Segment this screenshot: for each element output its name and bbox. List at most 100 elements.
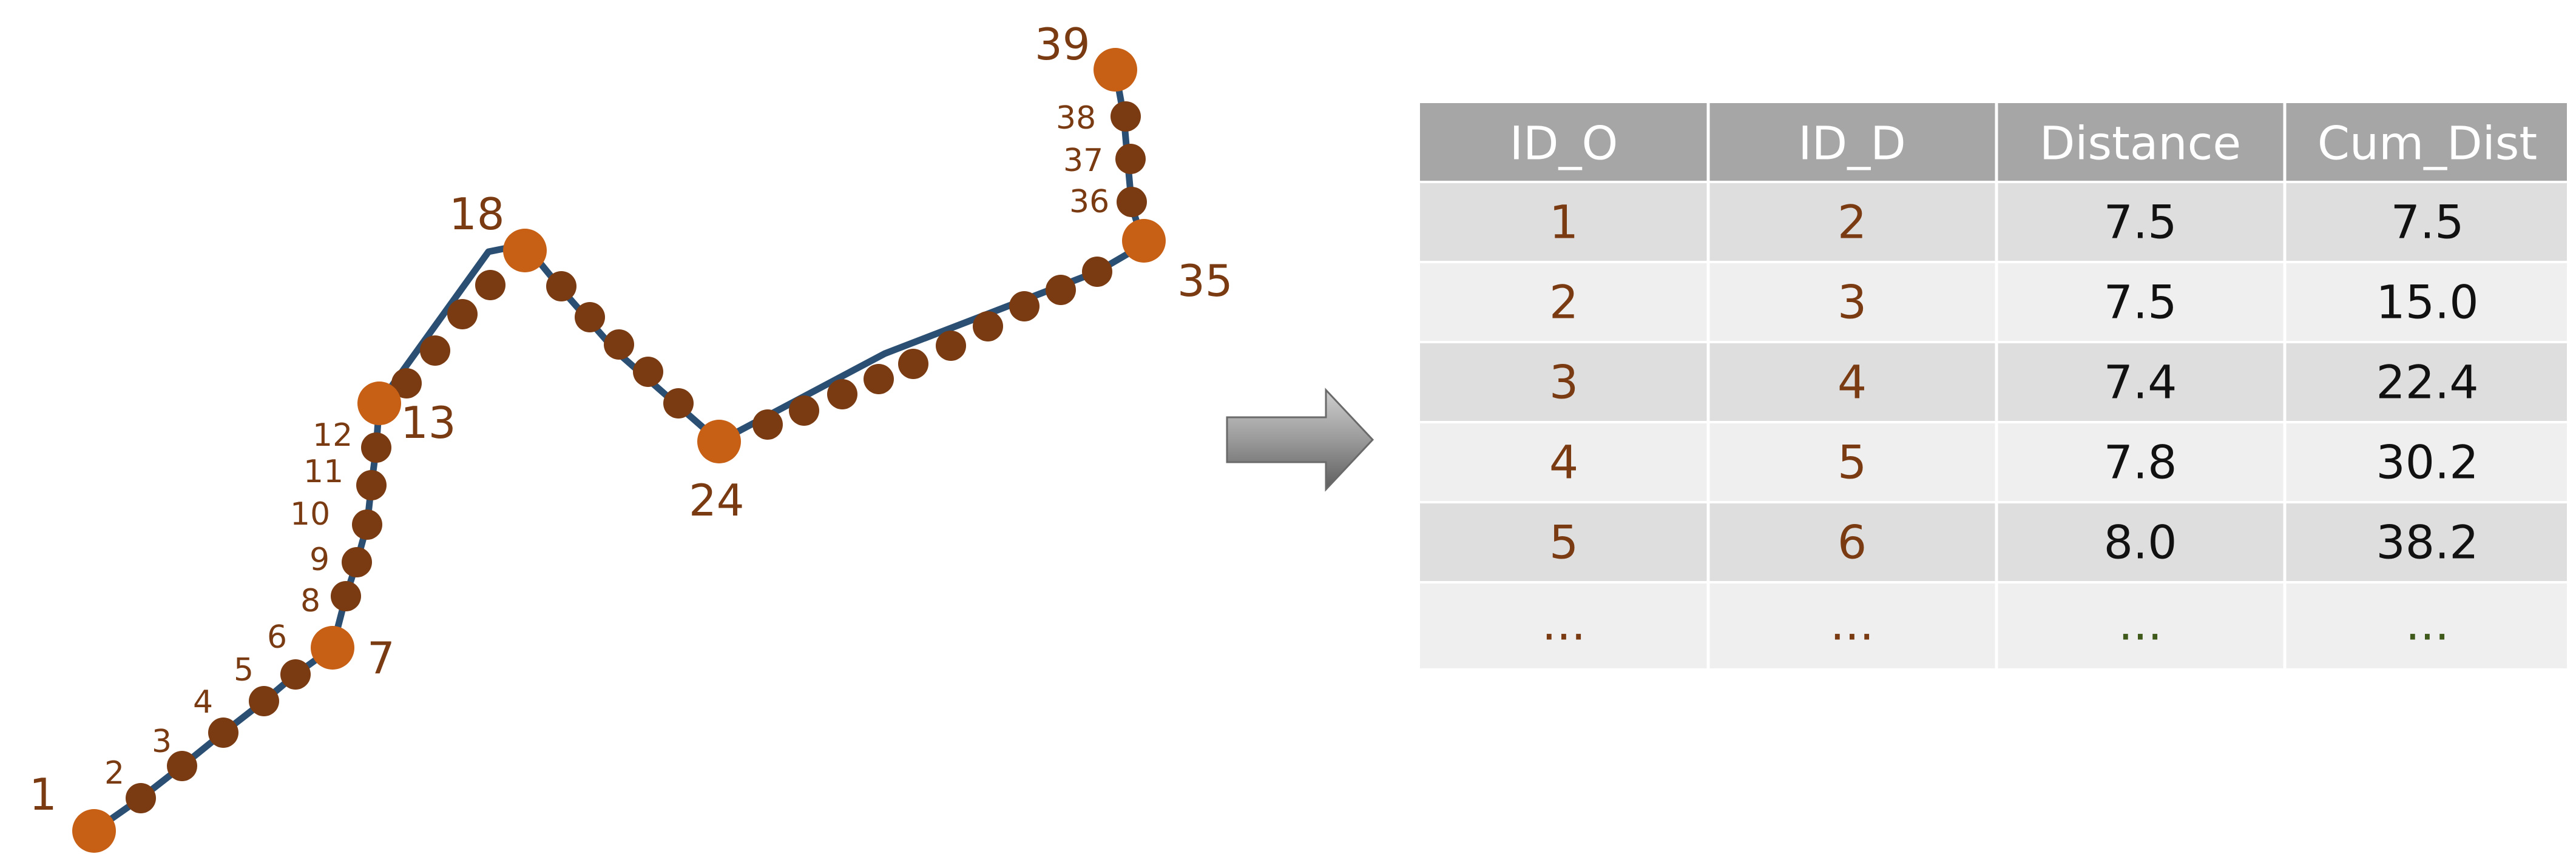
label-35: 35 <box>1177 255 1233 306</box>
cell-id-d: 4 <box>1837 355 1867 409</box>
vertex-10 <box>352 509 382 540</box>
vertex-3 <box>167 751 197 781</box>
table-row: 5 6 8.0 38.2 <box>1549 516 2479 570</box>
table-header: ID_O ID_D Distance Cum_Dist <box>1510 116 2538 170</box>
vertex-23 <box>663 388 694 418</box>
vertex-1 <box>72 809 116 853</box>
cell-id-d: 2 <box>1837 195 1867 249</box>
distance-table: ID_O ID_D Distance Cum_Dist 1 2 7.5 7.5 … <box>1420 103 2567 668</box>
vertex-12 <box>361 432 391 463</box>
vertex-6 <box>280 659 311 690</box>
minor-points <box>126 101 1147 813</box>
table-row: 2 3 7.5 15.0 <box>1549 275 2479 329</box>
label-10: 10 <box>290 496 330 533</box>
vertex-25 <box>752 409 783 440</box>
cell-distance: 7.8 <box>2104 435 2177 489</box>
label-6: 6 <box>267 619 287 656</box>
vertex-9 <box>342 547 372 577</box>
vertex-5 <box>249 686 279 716</box>
label-3: 3 <box>152 724 172 760</box>
cell-id-o: 1 <box>1549 195 1578 249</box>
label-37: 37 <box>1063 143 1103 179</box>
header-distance: Distance <box>2040 116 2241 170</box>
label-13: 13 <box>401 397 456 448</box>
vertex-37 <box>1115 144 1146 174</box>
cell-id-d: 5 <box>1837 435 1867 489</box>
vertex-2 <box>126 783 156 813</box>
cell-cum-dist: 22.4 <box>2376 355 2478 409</box>
cell-cum-dist: ... <box>2405 597 2449 651</box>
vertex-4 <box>208 718 238 748</box>
vertex-11 <box>356 470 387 500</box>
column-separators <box>1706 103 2287 668</box>
vertex-31 <box>973 311 1003 341</box>
cell-distance: ... <box>2118 597 2162 651</box>
vertex-13 <box>357 381 401 425</box>
vertex-28 <box>864 364 894 394</box>
cell-id-o: 2 <box>1549 275 1578 329</box>
cell-distance: 8.0 <box>2104 516 2177 570</box>
label-24: 24 <box>689 475 745 526</box>
label-8: 8 <box>300 583 320 619</box>
cell-id-d: 6 <box>1837 516 1867 570</box>
cell-id-o: 5 <box>1549 516 1578 570</box>
row-bg-5 <box>1420 503 2567 581</box>
vertex-7 <box>311 626 354 670</box>
cell-id-o: 3 <box>1549 355 1578 409</box>
label-7: 7 <box>367 633 395 684</box>
vertex-21 <box>604 329 634 360</box>
vertex-36 <box>1117 187 1147 217</box>
table-row: 4 5 7.8 30.2 <box>1549 435 2479 489</box>
cell-cum-dist: 38.2 <box>2376 516 2478 570</box>
vertex-35 <box>1122 219 1166 263</box>
vertex-34 <box>1082 257 1112 287</box>
table-row: 1 2 7.5 7.5 <box>1549 195 2464 249</box>
cell-id-o: 4 <box>1549 435 1578 489</box>
cell-distance: 7.4 <box>2104 355 2177 409</box>
vertex-39 <box>1094 48 1137 92</box>
header-cum-dist: Cum_Dist <box>2317 116 2537 170</box>
vertex-15 <box>420 335 450 366</box>
cell-id-o: ... <box>1542 597 1586 651</box>
vertex-27 <box>827 379 857 409</box>
vertex-38 <box>1111 101 1141 132</box>
header-row-bg <box>1420 103 2567 181</box>
label-2: 2 <box>104 755 124 791</box>
major-labels: 1 7 13 18 24 35 39 <box>29 19 1233 820</box>
label-9: 9 <box>309 542 330 578</box>
row-bg-3 <box>1420 343 2567 421</box>
cell-cum-dist: 30.2 <box>2376 435 2478 489</box>
vertex-30 <box>936 331 966 361</box>
label-38: 38 <box>1056 100 1096 136</box>
cell-cum-dist: 7.5 <box>2391 195 2464 249</box>
label-4: 4 <box>193 684 213 721</box>
row-bg-2 <box>1420 263 2567 341</box>
label-36: 36 <box>1069 184 1109 220</box>
label-11: 11 <box>303 454 343 490</box>
line-feature <box>92 69 1148 834</box>
vertex-22 <box>633 357 663 387</box>
row-bg-6 <box>1420 583 2567 668</box>
vertex-26 <box>789 395 819 426</box>
row-bg-4 <box>1420 423 2567 501</box>
vertex-32 <box>1009 291 1040 321</box>
vertex-33 <box>1046 275 1076 305</box>
label-5: 5 <box>234 652 254 688</box>
cell-id-d: 3 <box>1837 275 1867 329</box>
arrow-shape <box>1226 388 1374 492</box>
vertex-16 <box>447 299 478 329</box>
major-points <box>72 48 1166 853</box>
table-row: 3 4 7.4 22.4 <box>1549 355 2479 409</box>
label-12: 12 <box>313 417 353 454</box>
line-path <box>92 69 1148 834</box>
vertex-18 <box>503 229 547 272</box>
cell-distance: 7.5 <box>2104 195 2177 249</box>
vertex-14 <box>391 368 422 398</box>
minor-labels: 2 3 4 5 6 8 9 10 11 12 36 37 38 <box>104 100 1109 791</box>
row-bg-1 <box>1420 183 2567 261</box>
label-1: 1 <box>29 769 57 820</box>
table-row: ... ... ... ... <box>1542 597 2449 651</box>
vertex-20 <box>575 302 605 332</box>
vertex-24 <box>697 420 741 463</box>
